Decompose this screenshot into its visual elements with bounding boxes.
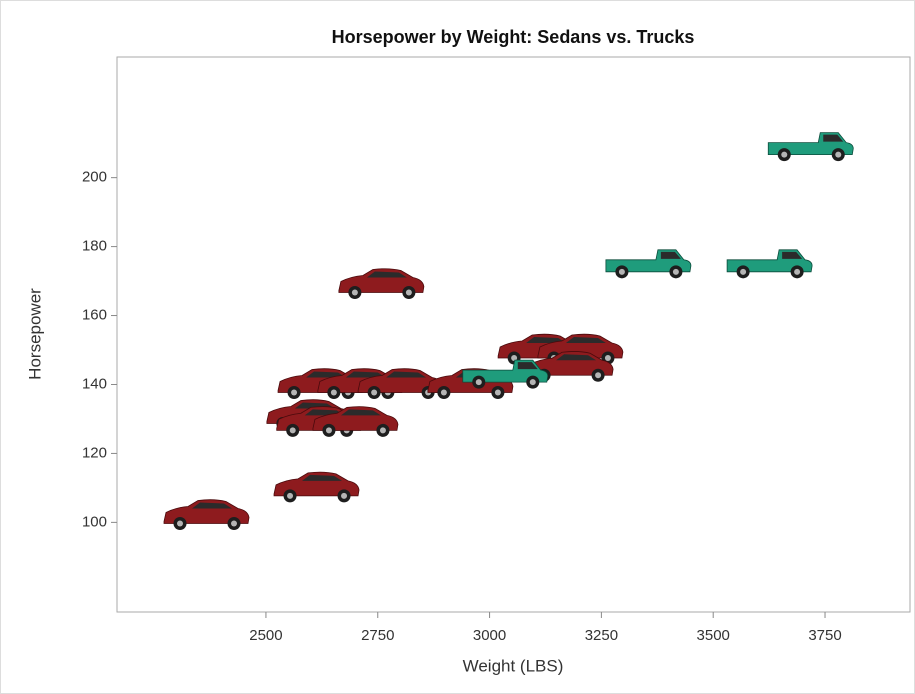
hub	[740, 268, 747, 275]
car-window	[386, 371, 427, 378]
hub	[595, 372, 602, 379]
point-marker	[767, 132, 854, 162]
car-window	[366, 271, 407, 278]
hub	[379, 427, 386, 434]
y-tick-label: 160	[82, 307, 107, 324]
hub	[835, 151, 842, 158]
hub	[291, 389, 298, 396]
hub	[177, 520, 184, 527]
car-window	[192, 502, 233, 509]
car-body	[163, 499, 250, 524]
hub	[351, 289, 358, 296]
truck-window	[517, 362, 538, 370]
plot-area	[116, 56, 911, 613]
hub	[618, 268, 625, 275]
car-body	[273, 471, 360, 497]
chart-title: Horsepower by Weight: Sedans vs. Trucks	[332, 27, 695, 47]
hub	[604, 355, 611, 362]
x-tick-label: 3750	[808, 627, 841, 644]
hub	[325, 427, 332, 434]
car-body	[537, 333, 624, 359]
x-tick-label: 3000	[473, 627, 506, 644]
hub	[475, 379, 482, 386]
hub	[287, 492, 294, 499]
truck-window	[823, 134, 844, 142]
hub	[511, 355, 518, 362]
point-marker	[726, 249, 813, 279]
car-body	[312, 406, 399, 431]
car-body	[338, 268, 425, 293]
y-tick-label: 200	[82, 169, 107, 186]
point-marker	[462, 359, 549, 389]
hub	[371, 389, 378, 396]
hub	[440, 389, 447, 396]
hub	[341, 492, 348, 499]
car-window	[340, 409, 381, 416]
hub	[494, 389, 501, 396]
y-axis-label: Horsepower	[25, 288, 44, 380]
point-marker	[605, 249, 692, 279]
hub	[781, 151, 788, 158]
car-window	[302, 474, 343, 481]
point-marker	[357, 368, 444, 399]
y-tick-label: 140	[82, 375, 107, 392]
x-tick-label: 3500	[697, 627, 730, 644]
point-marker	[163, 499, 250, 530]
hub	[405, 289, 412, 296]
hub	[330, 389, 337, 396]
car-body	[527, 351, 614, 376]
x-tick-label: 3250	[585, 627, 618, 644]
y-tick-label: 120	[82, 444, 107, 461]
point-marker	[338, 268, 425, 300]
hub	[289, 427, 296, 434]
y-tick-label: 100	[82, 513, 107, 530]
car-window	[565, 337, 606, 344]
hub	[529, 379, 536, 386]
hub	[794, 268, 801, 275]
point-marker	[273, 471, 360, 503]
truck-window	[660, 251, 681, 259]
hub	[231, 520, 238, 527]
truck-window	[782, 251, 803, 259]
hub	[672, 268, 679, 275]
x-tick-label: 2500	[249, 627, 282, 644]
car-window	[556, 354, 597, 361]
x-axis-label: Weight (LBS)	[463, 656, 564, 675]
point-marker	[312, 406, 399, 437]
y-tick-label: 180	[82, 238, 107, 255]
x-tick-label: 2750	[361, 627, 394, 644]
